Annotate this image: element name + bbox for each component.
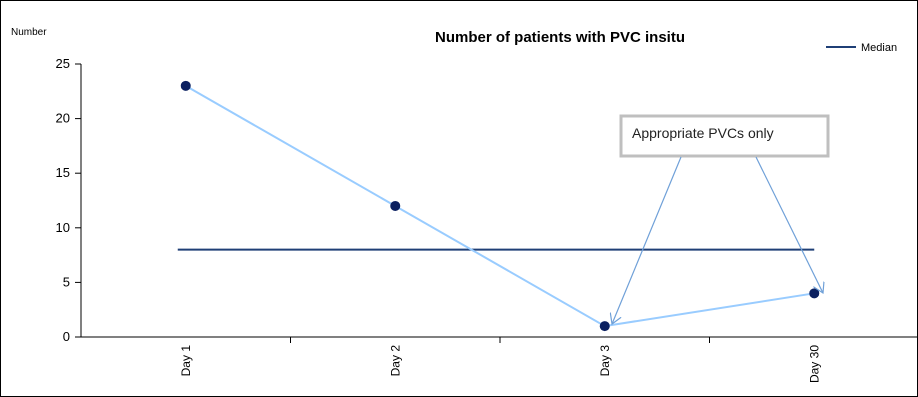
legend-median-label: Median <box>861 42 897 54</box>
annotation-text: Appropriate PVCs only <box>632 125 774 141</box>
annotation-arrow-day-30 <box>755 156 823 293</box>
x-category-label: Day 1 <box>179 345 193 377</box>
annotation-callout: Appropriate PVCs only <box>612 114 830 324</box>
annotation-arrow-day-3 <box>612 156 682 324</box>
chart-title: Number of patients with PVC insitu <box>435 29 685 46</box>
data-point-marker <box>809 288 820 299</box>
data-point-marker <box>599 321 610 332</box>
x-category-label: Day 30 <box>807 345 821 383</box>
y-tick-label: 0 <box>63 329 70 344</box>
annotation-box <box>619 114 830 158</box>
data-point-marker <box>180 80 191 91</box>
y-tick-label: 20 <box>56 111 70 126</box>
x-category-label: Day 3 <box>598 345 612 377</box>
y-tick-label: 5 <box>63 274 70 289</box>
y-tick-label: 15 <box>56 165 70 180</box>
series-line-patients <box>185 84 815 328</box>
y-tick-label: 25 <box>56 56 70 71</box>
y-tick-label: 10 <box>56 220 70 235</box>
x-category-label: Day 2 <box>388 345 402 377</box>
y-axis-label: Number <box>11 27 47 38</box>
series-layer <box>180 80 820 332</box>
data-point-marker <box>390 200 401 211</box>
legend: Median <box>826 42 897 54</box>
ticks: 0 5 10 15 20 25 Day 1 Day 2 Day 3 Day 30 <box>56 56 822 383</box>
